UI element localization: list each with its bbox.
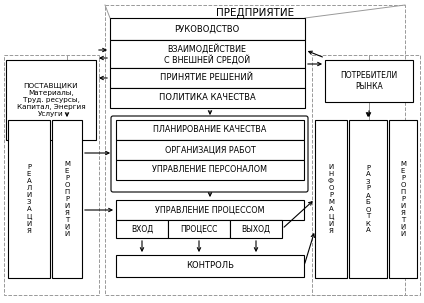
Text: УПРАВЛЕНИЕ ПРОЦЕССОМ: УПРАВЛЕНИЕ ПРОЦЕССОМ xyxy=(155,205,265,215)
Text: ВЫХОД: ВЫХОД xyxy=(242,225,271,234)
Text: ВХОД: ВХОД xyxy=(131,225,153,234)
Bar xyxy=(230,220,282,238)
Text: ПРЕДПРИЯТИЕ: ПРЕДПРИЯТИЕ xyxy=(216,8,294,18)
Text: ПОСТАВЩИКИ
Материалы,
Труд. ресурсы,
Капитал, Энергия
Услуги: ПОСТАВЩИКИ Материалы, Труд. ресурсы, Кап… xyxy=(17,83,85,117)
Bar xyxy=(105,5,405,295)
Bar xyxy=(389,120,417,278)
Text: ОРГАНИЗАЦИЯ РАБОТ: ОРГАНИЗАЦИЯ РАБОТ xyxy=(165,145,255,155)
Text: ПЛАНИРОВАНИЕ КАЧЕСТВА: ПЛАНИРОВАНИЕ КАЧЕСТВА xyxy=(153,125,267,135)
Bar xyxy=(116,160,304,180)
Text: ПРИНЯТИЕ РЕШЕНИЙ: ПРИНЯТИЕ РЕШЕНИЙ xyxy=(160,74,254,82)
Text: ВЗАИМОДЕЙСТВИЕ
С ВНЕШНЕЙ СРЕДОЙ: ВЗАИМОДЕЙСТВИЕ С ВНЕШНЕЙ СРЕДОЙ xyxy=(164,43,250,65)
Bar xyxy=(116,220,168,238)
Bar xyxy=(110,18,305,40)
Bar xyxy=(312,55,420,295)
Bar xyxy=(110,40,305,68)
Text: М
Е
Р
О
П
Р
И
Я
Т
И
Й: М Е Р О П Р И Я Т И Й xyxy=(400,161,406,238)
Bar xyxy=(315,120,347,278)
Bar xyxy=(4,55,99,295)
Bar xyxy=(110,68,305,88)
Bar xyxy=(116,120,304,140)
Bar xyxy=(116,200,304,220)
Bar xyxy=(6,60,96,140)
Text: ПОЛИТИКА КАЧЕСТВА: ПОЛИТИКА КАЧЕСТВА xyxy=(159,94,255,102)
Text: УПРАВЛЕНИЕ ПЕРСОНАЛОМ: УПРАВЛЕНИЕ ПЕРСОНАЛОМ xyxy=(153,165,268,175)
Text: Р
Е
А
Л
И
З
А
Ц
И
Я: Р Е А Л И З А Ц И Я xyxy=(26,165,32,234)
Text: И
Н
Ф
О
Р
М
А
Ц
И
Я: И Н Ф О Р М А Ц И Я xyxy=(328,165,334,234)
Text: ПРОЦЕСС: ПРОЦЕСС xyxy=(180,225,218,234)
Bar xyxy=(116,140,304,160)
Text: Р
А
З
Р
А
Б
О
Т
К
А: Р А З Р А Б О Т К А xyxy=(365,165,371,234)
Bar xyxy=(325,60,413,102)
Bar xyxy=(349,120,387,278)
Bar xyxy=(52,120,82,278)
Bar xyxy=(168,220,230,238)
Text: РУКОВОДСТВО: РУКОВОДСТВО xyxy=(174,25,240,34)
Text: ПОТРЕБИТЕЛИ
РЫНКА: ПОТРЕБИТЕЛИ РЫНКА xyxy=(340,71,398,91)
Bar xyxy=(116,255,304,277)
Bar xyxy=(110,88,305,108)
Text: М
Е
Р
О
П
Р
И
Я
Т
И
Й: М Е Р О П Р И Я Т И Й xyxy=(64,161,70,238)
Text: КОНТРОЛЬ: КОНТРОЛЬ xyxy=(186,261,234,271)
Bar xyxy=(8,120,50,278)
